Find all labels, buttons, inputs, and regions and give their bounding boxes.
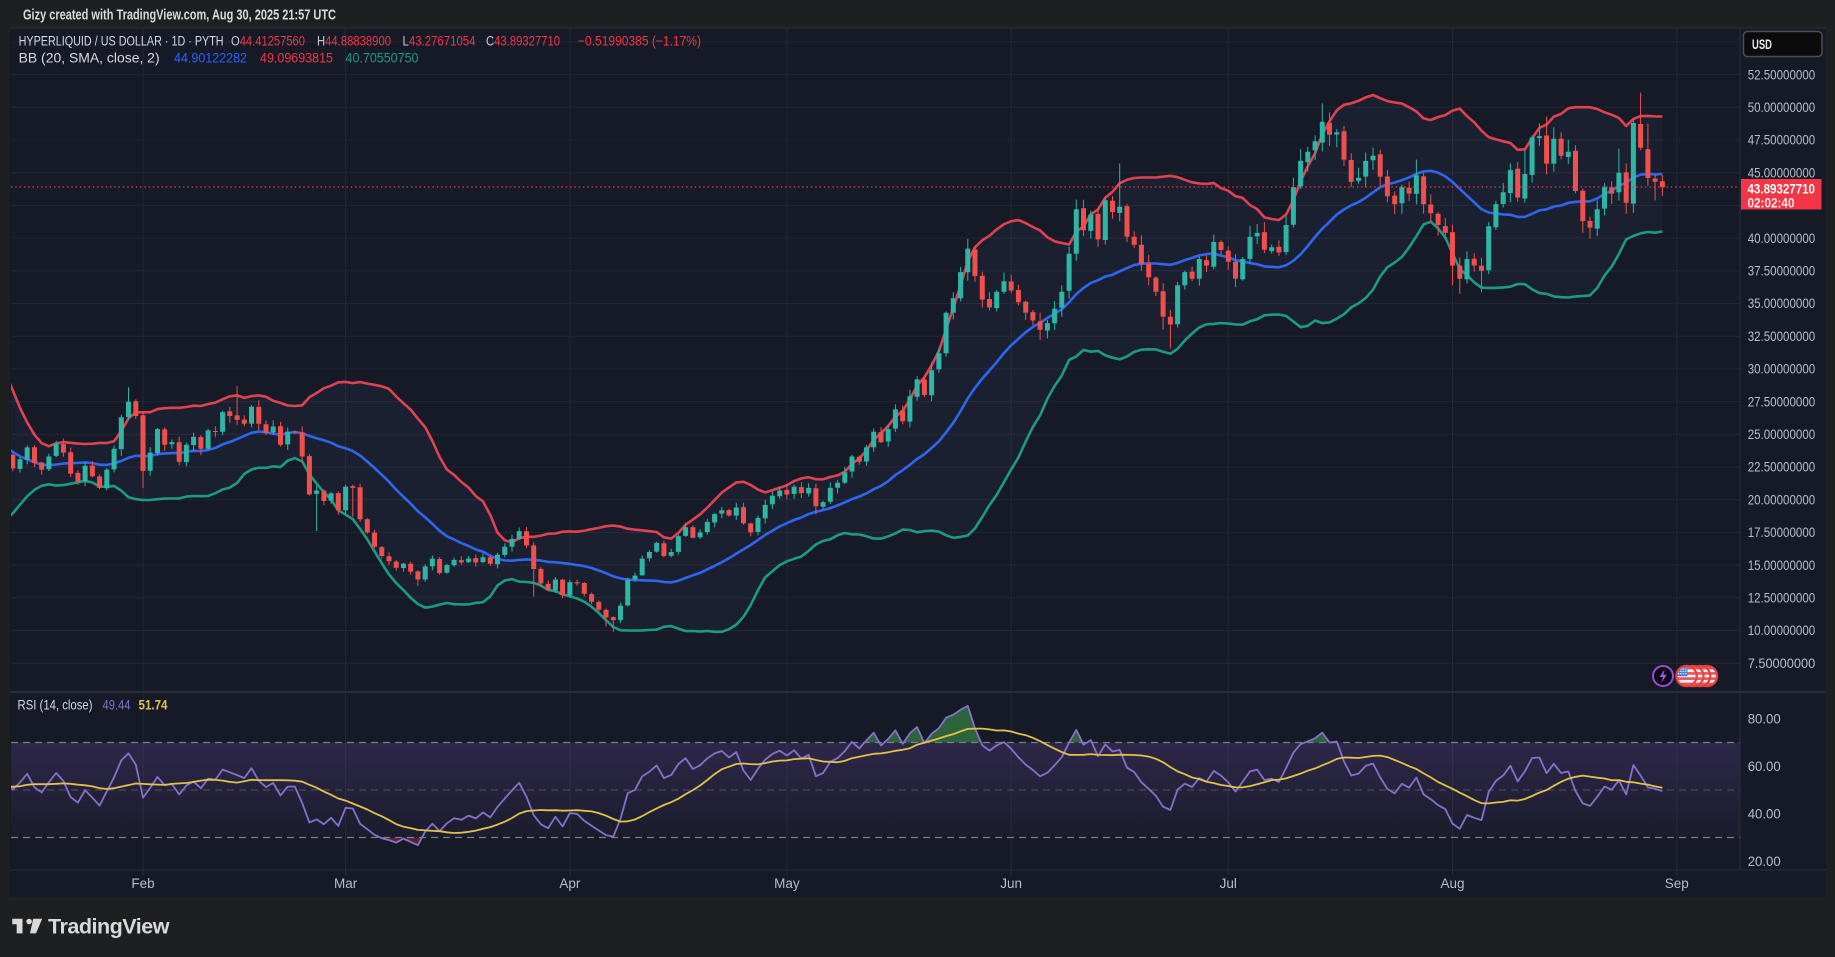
svg-text:15.00000000: 15.00000000: [1748, 558, 1816, 573]
svg-text:H44.88838900: H44.88838900: [317, 34, 391, 49]
svg-text:49.09693815: 49.09693815: [260, 51, 333, 66]
svg-text:Apr: Apr: [559, 876, 581, 891]
svg-text:12.50000000: 12.50000000: [1748, 591, 1816, 606]
svg-text:44.90122282: 44.90122282: [174, 51, 247, 66]
svg-text:60.00: 60.00: [1748, 759, 1781, 774]
svg-text:37.50000000: 37.50000000: [1748, 264, 1816, 279]
svg-text:L43.27671054: L43.27671054: [403, 34, 476, 49]
svg-text:51.74: 51.74: [139, 698, 168, 713]
svg-text:52.50000000: 52.50000000: [1748, 67, 1816, 82]
svg-text:20.00: 20.00: [1748, 854, 1781, 869]
svg-text:17.50000000: 17.50000000: [1748, 525, 1816, 540]
svg-text:O44.41257560: O44.41257560: [231, 34, 305, 49]
svg-text:May: May: [774, 876, 800, 891]
svg-text:RSI (14, close): RSI (14, close): [18, 698, 93, 713]
svg-text:32.50000000: 32.50000000: [1748, 329, 1816, 344]
svg-text:10.00000000: 10.00000000: [1748, 623, 1816, 638]
svg-text:TradingView: TradingView: [48, 916, 170, 939]
svg-text:25.00000000: 25.00000000: [1748, 427, 1816, 442]
svg-text:Gizy created with TradingView.: Gizy created with TradingView.com, Aug 3…: [23, 7, 336, 24]
svg-text:02:02:40: 02:02:40: [1748, 196, 1795, 211]
svg-text:Jun: Jun: [1000, 876, 1022, 891]
svg-text:80.00: 80.00: [1748, 712, 1781, 727]
svg-text:27.50000000: 27.50000000: [1748, 394, 1816, 409]
svg-text:35.00000000: 35.00000000: [1748, 296, 1816, 311]
svg-text:USD: USD: [1752, 37, 1772, 52]
svg-text:43.89327710: 43.89327710: [1748, 182, 1816, 197]
svg-text:Mar: Mar: [334, 876, 358, 891]
svg-text:BB (20, SMA, close, 2): BB (20, SMA, close, 2): [19, 51, 160, 66]
svg-text:C43.89327710: C43.89327710: [486, 34, 560, 49]
svg-text:Feb: Feb: [131, 876, 154, 891]
svg-text:45.00000000: 45.00000000: [1748, 165, 1816, 180]
svg-text:47.50000000: 47.50000000: [1748, 133, 1816, 148]
svg-text:20.00000000: 20.00000000: [1748, 492, 1816, 507]
svg-text:7.50000000: 7.50000000: [1748, 656, 1816, 671]
svg-text:40.00: 40.00: [1748, 807, 1781, 822]
svg-text:22.50000000: 22.50000000: [1748, 460, 1816, 475]
svg-text:30.00000000: 30.00000000: [1748, 362, 1816, 377]
svg-text:49.44: 49.44: [103, 698, 131, 713]
svg-text:−0.51990385 (−1.17%): −0.51990385 (−1.17%): [578, 34, 701, 49]
svg-text:Aug: Aug: [1440, 876, 1464, 891]
svg-text:50.00000000: 50.00000000: [1748, 100, 1816, 115]
svg-text:HYPERLIQUID / US DOLLAR · 1D ·: HYPERLIQUID / US DOLLAR · 1D · PYTH: [19, 34, 224, 49]
svg-text:40.00000000: 40.00000000: [1748, 231, 1816, 246]
svg-text:Jul: Jul: [1220, 876, 1237, 891]
svg-text:40.70550750: 40.70550750: [346, 51, 419, 66]
svg-text:Sep: Sep: [1665, 876, 1689, 891]
